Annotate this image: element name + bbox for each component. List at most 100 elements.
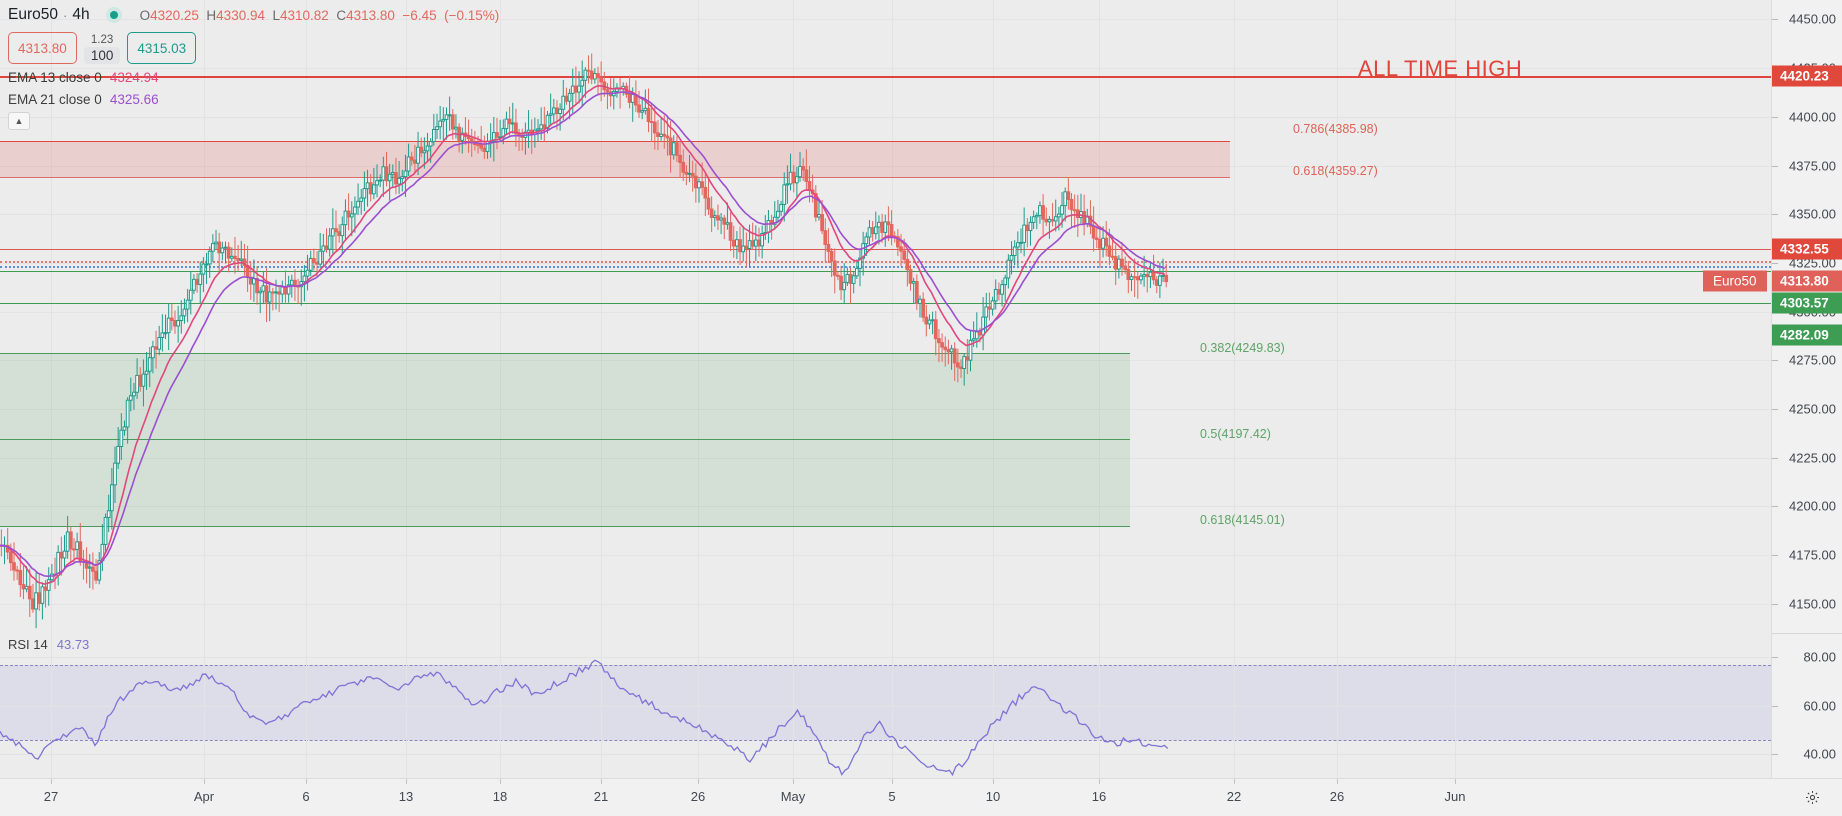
time-axis[interactable]: 27 Apr 6 13 18 21 26 May 5 10 16 22 26 Jun: [0, 778, 1842, 816]
time-axis-tick: 26: [690, 789, 706, 804]
rsi-pane[interactable]: [0, 633, 1771, 778]
level-line-dotted-blue[interactable]: [0, 266, 1771, 268]
time-axis-tick: 13: [398, 789, 414, 804]
gridline-horizontal: [0, 409, 1771, 410]
indicator-ema21-value: 4325.66: [109, 92, 159, 107]
price-axis-badge[interactable]: 4282.09: [1772, 324, 1842, 346]
fib-zone-resistance: [0, 141, 1230, 177]
rsi-legend[interactable]: RSI 14 43.73: [8, 637, 89, 652]
price-axis-tick-mark: [1772, 214, 1778, 216]
time-axis-tick: 18: [492, 789, 508, 804]
gridline-horizontal: [0, 457, 1771, 459]
ohlc-low-value: 4310.82: [280, 7, 329, 23]
time-axis-tick: 22: [1226, 789, 1242, 804]
rsi-gridline-vertical: [406, 633, 407, 778]
gridline-vertical: [793, 0, 794, 633]
time-axis-tick: 27: [43, 789, 59, 804]
price-axis-tick: 4275.00: [1789, 352, 1836, 368]
time-axis-tick-mark: [51, 779, 52, 784]
gridline-vertical: [51, 0, 52, 633]
fib-line-0382: [0, 353, 1130, 354]
price-axis-badge[interactable]: 4420.23: [1772, 65, 1842, 87]
rsi-axis-tick: 80.00: [1803, 649, 1836, 665]
gridline-vertical: [1337, 0, 1338, 633]
spread-widget: 1.23 100: [83, 33, 121, 64]
price-axis-tick: 4250.00: [1789, 401, 1836, 417]
lot-size-value[interactable]: 100: [83, 46, 121, 64]
rsi-gridline-vertical: [601, 633, 602, 778]
fib-label-0618-lower: 0.618(4145.01): [1200, 513, 1285, 527]
indicator-ema21-row[interactable]: EMA 21 close 0 4325.66: [8, 91, 499, 108]
rsi-band: [0, 665, 1771, 740]
price-axis-tick-mark: [1772, 262, 1778, 264]
gridline-horizontal: [0, 555, 1771, 557]
time-axis-tick-mark: [601, 779, 602, 784]
gridline-vertical: [1099, 0, 1100, 633]
rsi-gridline-vertical: [1234, 633, 1235, 778]
rsi-gridline-vertical: [793, 633, 794, 778]
time-axis-tick-mark: [406, 779, 407, 784]
price-axis-badge[interactable]: 4332.55: [1772, 238, 1842, 260]
price-axis-badge[interactable]: 4303.57: [1772, 292, 1842, 314]
rsi-gridline-vertical: [51, 633, 52, 778]
gridline-vertical: [993, 0, 994, 633]
ohlc-open-value: 4320.25: [150, 7, 199, 23]
time-axis-tick: Apr: [193, 789, 215, 804]
price-axis-tick: 4150.00: [1789, 596, 1836, 612]
symbol-label[interactable]: Euro50: [8, 6, 58, 23]
annotation-all-time-high[interactable]: ALL TIME HIGH: [1358, 56, 1523, 81]
level-line-all-time-high[interactable]: [0, 76, 1771, 78]
rsi-axis-tick-mark: [1772, 753, 1778, 755]
symbol-price-tag[interactable]: Euro50: [1703, 270, 1767, 292]
price-axis[interactable]: 4450.004425.004400.004375.004350.004325.…: [1703, 0, 1842, 778]
price-axis-tick: 4225.00: [1789, 450, 1836, 466]
fib-label-0382: 0.382(4249.83): [1200, 341, 1285, 355]
price-axis-tick-mark: [1772, 360, 1778, 362]
ohlc-close-label: C: [336, 7, 347, 23]
gridline-horizontal: [0, 19, 1771, 21]
rsi-gridline: [0, 753, 1771, 755]
time-axis-tick-mark: [204, 779, 205, 784]
level-line-4303[interactable]: [0, 271, 1771, 272]
gridline-vertical: [1455, 0, 1456, 633]
gridline-horizontal: [0, 262, 1771, 264]
price-axis-tick-mark: [1772, 165, 1778, 167]
rsi-gridline-vertical: [204, 633, 205, 778]
rsi-axis-tick: 40.00: [1803, 746, 1836, 762]
indicator-ema13-row[interactable]: EMA 13 close 0 4324.94: [8, 69, 499, 86]
rsi-gridline-vertical: [698, 633, 699, 778]
rsi-gridline-vertical: [1099, 633, 1100, 778]
time-axis-tick-mark: [793, 779, 794, 784]
price-chart-pane[interactable]: 0.786(4385.98) 0.618(4359.27) 0.382(4249…: [0, 0, 1771, 633]
level-line-4282[interactable]: [0, 303, 1771, 304]
fib-label-0786: 0.786(4385.98): [1293, 122, 1378, 136]
time-axis-tick-mark: [1234, 779, 1235, 784]
time-axis-tick-mark: [1337, 779, 1338, 784]
quote-row: 4313.80 1.23 100 4315.03: [8, 32, 499, 64]
level-line-dotted-red[interactable]: [0, 261, 1771, 263]
timeframe-label[interactable]: 4h: [72, 6, 90, 23]
rsi-axis-tick: 60.00: [1803, 698, 1836, 713]
ohlc-values: O4320.25 H4330.94 L4310.82 C4313.80 −6.4…: [140, 8, 500, 23]
bid-price-button[interactable]: 4313.80: [8, 32, 77, 64]
gridline-horizontal: [0, 165, 1771, 167]
gridline-vertical: [204, 0, 205, 633]
rsi-axis-tick-mark: [1772, 705, 1778, 707]
chevron-up-icon[interactable]: ▲: [8, 112, 30, 130]
price-axis-tick: 4375.00: [1789, 158, 1836, 174]
ask-price-button[interactable]: 4315.03: [127, 32, 197, 64]
time-axis-tick-mark: [892, 779, 893, 784]
spread-value: 1.23: [90, 33, 114, 46]
ohlc-high-label: H: [206, 7, 217, 23]
chart-legend: Euro50 · 4h O4320.25 H4330.94 L4310.82 C…: [8, 4, 499, 130]
gridline-horizontal: [0, 360, 1771, 362]
price-axis-tick: 4350.00: [1789, 206, 1836, 222]
gridline-horizontal: [0, 68, 1771, 70]
gear-icon[interactable]: [1805, 790, 1820, 805]
price-axis-badge[interactable]: 4313.80: [1772, 270, 1842, 292]
time-axis-tick: Jun: [1444, 789, 1466, 804]
price-axis-tick-mark: [1772, 457, 1778, 459]
legend-separator: ·: [62, 7, 68, 23]
level-line-4332[interactable]: [0, 249, 1771, 250]
price-axis-tick-mark: [1772, 116, 1778, 118]
